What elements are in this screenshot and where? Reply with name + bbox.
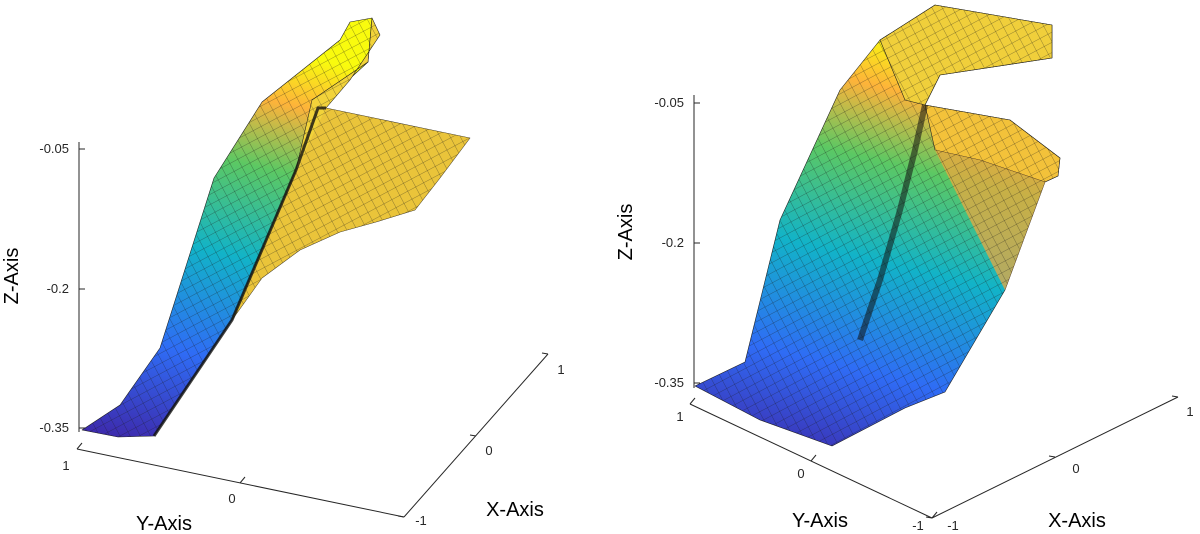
left-z-axis-label: Z-Axis (1, 248, 23, 305)
left-surface (81, 17, 471, 438)
right-x-tick-1 (925, 516, 933, 519)
left-y-tick-2 (239, 476, 246, 484)
left-surface-mesh (82, 18, 470, 437)
left-x-tick-2 (469, 434, 477, 437)
right-x-axis-label: X-Axis (1048, 510, 1106, 532)
right-y-axis-label: Y-Axis (792, 510, 848, 532)
left-x-tick-label-2: 0 (485, 443, 492, 458)
left-x-tick-label-3: 1 (557, 362, 564, 377)
left-z-tick-label-2: -0.2 (47, 281, 69, 296)
right-y-tick-1 (689, 397, 696, 405)
left-axes: -0.05 -0.2 -0.35 1 0 -1 0 1 Z-Axis Y-Axi… (1, 141, 565, 534)
right-z-axis-label: Z-Axis (615, 204, 637, 261)
right-x-axis-line (931, 396, 1179, 519)
right-x-tick-label-1: -1 (947, 518, 959, 533)
right-x-tick-2 (1048, 455, 1056, 458)
left-z-tick-label-1: -0.05 (39, 141, 69, 156)
left-x-tick-label-1: -1 (415, 513, 427, 528)
right-x-tick-label-2: 0 (1072, 461, 1079, 476)
right-surface (694, 4, 1061, 447)
left-y-tick-1 (76, 442, 83, 450)
right-z-tick-label-2: -0.2 (662, 235, 684, 250)
right-x-tick-label-3: 1 (1186, 404, 1193, 419)
left-y-axis-label: Y-Axis (136, 513, 192, 534)
left-surface-fold (152, 106, 326, 437)
right-surface-fold (857, 104, 928, 341)
right-surface-plot: -0.05 -0.2 -0.35 1 0 -1 -1 0 1 Z-Axis Y-… (615, 4, 1194, 533)
right-y-tick-label-3: -1 (912, 518, 924, 533)
left-z-tick-label-3: -0.35 (39, 420, 69, 435)
right-surface-mesh (695, 5, 1060, 446)
left-x-axis-label: X-Axis (486, 499, 544, 521)
right-y-tick-2 (810, 454, 817, 462)
left-x-tick-1 (397, 515, 405, 518)
right-y-tick-3 (931, 511, 938, 519)
left-x-tick-3 (541, 352, 549, 355)
right-z-tick-label-3: -0.35 (654, 375, 684, 390)
right-x-tick-3 (1171, 395, 1179, 398)
right-y-tick-label-1: 1 (676, 409, 683, 424)
right-y-tick-label-2: 0 (797, 466, 804, 481)
right-axes: -0.05 -0.2 -0.35 1 0 -1 -1 0 1 Z-Axis Y-… (615, 95, 1194, 533)
left-surface-plot: -0.05 -0.2 -0.35 1 0 -1 0 1 Z-Axis Y-Axi… (1, 17, 565, 534)
right-z-tick-label-1: -0.05 (654, 95, 684, 110)
left-y-tick-label-1: 1 (62, 458, 69, 473)
left-y-tick-label-2: 0 (228, 491, 235, 506)
